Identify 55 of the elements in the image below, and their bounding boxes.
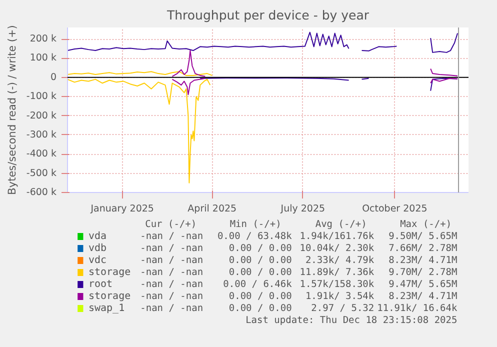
text: 0.00 / 0.00 xyxy=(228,291,292,302)
chart-title: Throughput per device - by year xyxy=(166,8,370,22)
x-tick-label: July 2025 xyxy=(280,204,326,214)
text: -nan / -nan xyxy=(140,291,204,302)
text: -nan / -nan xyxy=(140,243,204,254)
y-tick-label: 0 xyxy=(50,72,57,83)
text: 11.89k/ 7.36k xyxy=(300,267,374,278)
y-tick-label: -100 k xyxy=(26,91,57,102)
text: Last update: Thu Dec 18 23:15:08 2025 xyxy=(246,315,458,326)
y-tick-label: -300 k xyxy=(26,129,57,140)
x-tick-label: January 2025 xyxy=(90,204,154,214)
legend-label: vda xyxy=(88,231,107,242)
x-tick-label: April 2025 xyxy=(188,204,237,214)
legend-label: root xyxy=(88,279,113,290)
y-tick-label: -200 k xyxy=(26,110,57,122)
y-axis-title: Bytes/second read (-) / write (+) xyxy=(6,25,18,195)
text: 0.00 / 6.46k xyxy=(223,279,292,290)
text: 0.00 / 0.00 xyxy=(228,255,292,266)
text: 1.57k/158.30k xyxy=(300,279,374,290)
text: 8.23M/ 4.71M xyxy=(388,291,458,302)
text: -nan / -nan xyxy=(140,303,204,314)
text: 0.00 / 0.00 xyxy=(228,303,292,314)
text: Min (-/+) xyxy=(230,219,282,230)
text: 2.97 / 5.32 xyxy=(311,303,374,314)
text: 10.04k/ 2.30k xyxy=(300,243,374,254)
text: 8.23M/ 4.71M xyxy=(388,255,458,266)
y-tick-label: 100 k xyxy=(30,52,57,64)
text: -nan / -nan xyxy=(140,231,204,242)
text: -nan / -nan xyxy=(140,279,204,290)
x-tick-label: October 2025 xyxy=(362,204,428,214)
text: Max (-/+) xyxy=(400,219,452,230)
text: 1.91k/ 3.54k xyxy=(305,291,374,302)
text: Cur (-/+) xyxy=(145,219,197,230)
y-tick-label: -600 k xyxy=(26,187,57,198)
text: 0.00 / 0.00 xyxy=(228,267,292,278)
text: 11.91k/ 16.64k xyxy=(377,303,458,314)
y-tick-label: 200 k xyxy=(30,34,57,45)
text: 9.50M/ 5.65M xyxy=(388,231,458,242)
text: -nan / -nan xyxy=(140,267,204,278)
y-tick-label: -400 k xyxy=(26,148,57,160)
text: 2.33k/ 4.79k xyxy=(305,255,374,266)
text: 0.00 / 0.00 xyxy=(228,243,292,254)
text: 1.94k/161.76k xyxy=(300,231,374,242)
text: 7.66M/ 2.78M xyxy=(388,243,458,254)
legend-label: vdb xyxy=(88,243,107,254)
text: -nan / -nan xyxy=(140,255,204,266)
text: 9.47M/ 5.65M xyxy=(388,279,458,290)
text: 0.00 / 63.48k xyxy=(217,231,292,242)
text: Avg (-/+) xyxy=(315,219,367,230)
legend-label: vdc xyxy=(88,255,107,266)
legend-label: storage xyxy=(88,291,131,302)
y-tick-label: -500 k xyxy=(26,168,57,179)
legend-label: storage xyxy=(88,267,131,278)
legend-label: swap_1 xyxy=(88,303,125,314)
text: 9.70M/ 2.78M xyxy=(388,267,458,278)
